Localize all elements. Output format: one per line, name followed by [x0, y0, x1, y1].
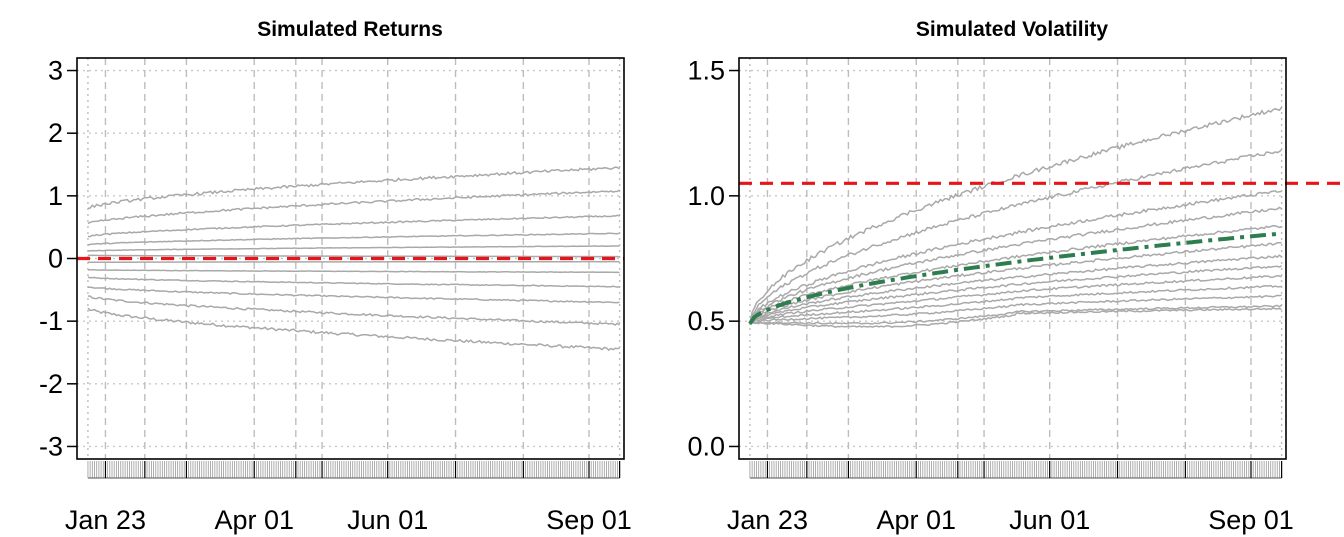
returns-title: Simulated Returns [257, 18, 443, 41]
quantile-path [87, 166, 620, 210]
quantile-path [749, 149, 1283, 323]
y-tick-label: 0.0 [687, 431, 725, 461]
quantile-path [749, 206, 1282, 326]
quantile-path [87, 214, 620, 238]
volatility-x-rug [749, 461, 1283, 479]
quantile-path [87, 189, 621, 225]
quantile-path [87, 254, 620, 258]
y-tick-label: 2 [48, 118, 63, 148]
quantile-path [87, 268, 620, 274]
x-tick-label: Jan 23 [65, 505, 146, 535]
quantile-path [749, 304, 1283, 325]
x-tick-label: Jun 01 [347, 505, 428, 535]
y-tick-label: 0 [48, 244, 63, 274]
quantile-path [749, 294, 1282, 325]
quantile-path [749, 307, 1282, 329]
quantile-path [749, 106, 1283, 324]
quantile-path [749, 265, 1282, 324]
quantile-path [749, 284, 1282, 325]
y-tick-label: 1.5 [687, 56, 725, 86]
quantile-path [749, 254, 1283, 325]
mean-volatility-path [748, 231, 1280, 325]
returns-y-axis: -3 -2 -1 0 1 2 3 [39, 56, 77, 461]
quantile-path [87, 295, 621, 326]
quantile-path [749, 241, 1282, 325]
quantile-path [749, 190, 1282, 324]
volatility-panel: Simulated Volatility 0.0 0.5 1.0 1.5 Jan 23… [687, 18, 1344, 535]
quantile-path [87, 245, 620, 252]
quantile-path [87, 260, 620, 263]
volatility-y-axis: 0.0 0.5 1.0 1.5 [687, 56, 739, 461]
y-tick-label: 1 [48, 181, 63, 211]
volatility-x-axis: Jan 23 Apr 01 Jun 01 Sep 01 [727, 461, 1294, 535]
x-tick-label: Apr 01 [876, 505, 956, 535]
returns-x-rug [87, 461, 621, 479]
x-tick-label: Jun 01 [1009, 505, 1090, 535]
x-tick-label: Sep 01 [546, 505, 632, 535]
volatility-quantile-paths [749, 106, 1283, 329]
y-tick-label: 1.0 [687, 181, 725, 211]
y-tick-label: -2 [39, 369, 63, 399]
volatility-grid [739, 58, 1286, 459]
quantile-path [749, 275, 1282, 324]
y-tick-label: 0.5 [687, 306, 725, 336]
x-tick-label: Apr 01 [214, 505, 294, 535]
quantile-path [87, 232, 620, 246]
y-tick-label: 3 [48, 56, 63, 86]
returns-panel: Simulated Returns -3 -2 -1 0 1 2 3 Jan 23 Apr 0… [39, 18, 632, 535]
volatility-title: Simulated Volatility [916, 18, 1108, 41]
quantile-path [87, 286, 620, 304]
y-tick-label: -3 [39, 431, 63, 461]
x-tick-label: Jan 23 [727, 505, 808, 535]
quantile-path [87, 307, 620, 352]
quantile-path [87, 276, 620, 288]
x-tick-label: Sep 01 [1208, 505, 1294, 535]
volatility-plot-frame [738, 57, 1287, 460]
y-tick-label: -1 [39, 306, 63, 336]
volatility-mean-path [748, 231, 1280, 325]
returns-x-axis: Jan 23 Apr 01 Jun 01 Sep 01 [65, 461, 632, 535]
returns-quantile-paths [87, 166, 621, 352]
